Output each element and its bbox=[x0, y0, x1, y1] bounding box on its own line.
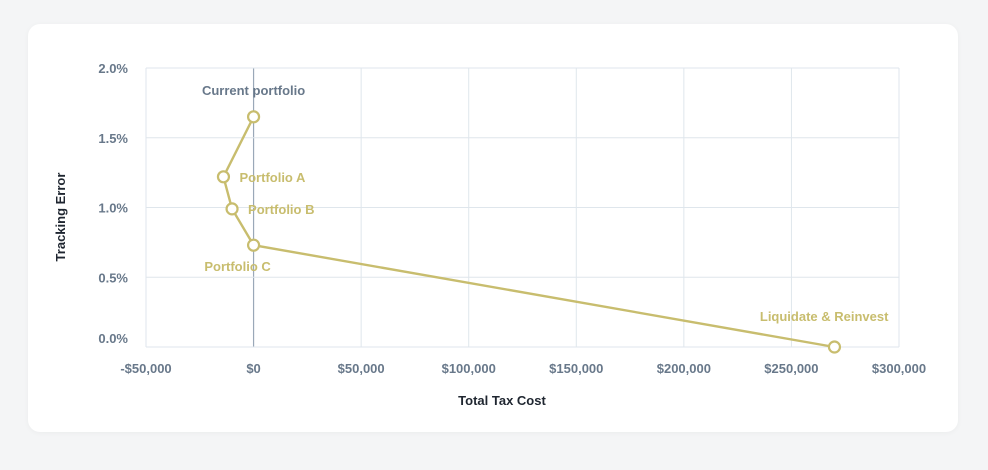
y-tick-label: 2.0% bbox=[98, 61, 128, 76]
data-point[interactable] bbox=[225, 202, 239, 216]
point-label: Portfolio C bbox=[204, 259, 271, 274]
grid bbox=[145, 67, 900, 348]
point-labels: Current portfolio Portfolio A Portfolio B P… bbox=[202, 83, 889, 324]
point-label: Portfolio A bbox=[239, 170, 306, 185]
y-axis-title: Tracking Error bbox=[53, 173, 68, 262]
chart-card bbox=[28, 24, 958, 432]
x-tick-label: $250,000 bbox=[764, 361, 818, 376]
series-line-path bbox=[222, 116, 835, 349]
x-axis-title: Total Tax Cost bbox=[458, 393, 546, 408]
x-tick-label: $300,000 bbox=[872, 361, 926, 376]
data-point[interactable] bbox=[216, 170, 231, 184]
series-line bbox=[216, 110, 842, 354]
x-tick-label: $200,000 bbox=[657, 361, 711, 376]
point-label: Liquidate & Reinvest bbox=[760, 309, 889, 324]
data-point[interactable] bbox=[246, 110, 261, 124]
x-tick-label: $50,000 bbox=[338, 361, 385, 376]
y-tick-label: 1.0% bbox=[98, 201, 128, 216]
data-point[interactable] bbox=[827, 340, 842, 354]
point-label: Current portfolio bbox=[202, 83, 305, 98]
point-label: Portfolio B bbox=[248, 202, 314, 217]
y-tick-label: 0.0% bbox=[98, 331, 128, 346]
y-tick-label: 1.5% bbox=[98, 131, 128, 146]
x-tick-label: $150,000 bbox=[549, 361, 603, 376]
data-point[interactable] bbox=[246, 238, 261, 252]
x-tick-label: $100,000 bbox=[442, 361, 496, 376]
x-axis-ticks: -$50,000 $0 $50,000 $100,000 $150,000 $200,00… bbox=[120, 361, 926, 376]
x-tick-label: -$50,000 bbox=[120, 361, 171, 376]
y-axis-ticks: 0.0% 0.5% 1.0% 1.5% 2.0% bbox=[98, 61, 128, 346]
x-tick-label: $0 bbox=[246, 361, 260, 376]
y-tick-label: 0.5% bbox=[98, 270, 128, 285]
